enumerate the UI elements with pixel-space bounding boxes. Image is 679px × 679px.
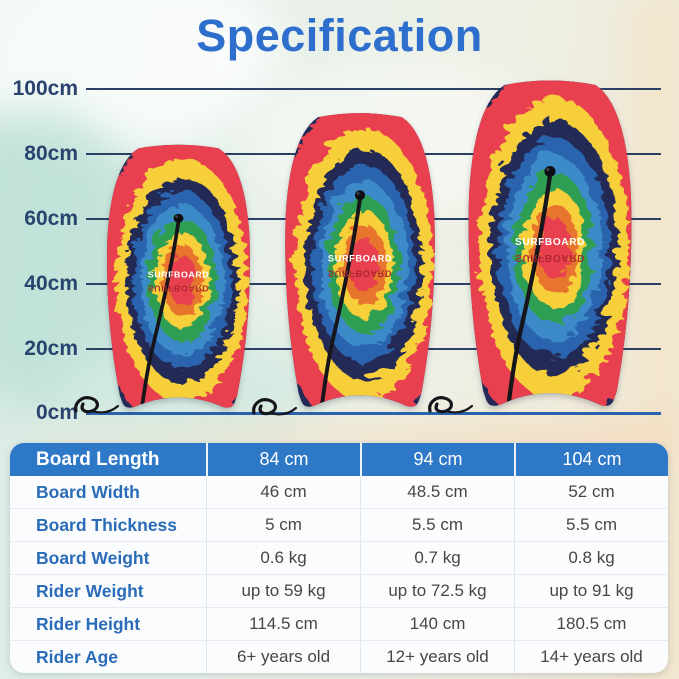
- board-104cm: SURFBOARD SURFBOARD: [468, 80, 632, 406]
- leash-wrist-cuff: [428, 396, 474, 414]
- table-header-row: Board Length 84 cm 94 cm 104 cm: [10, 443, 668, 476]
- leash-plug-highlight: [546, 167, 550, 172]
- ruler-label: 100cm: [12, 77, 78, 100]
- table-row: Board Weight 0.6 kg 0.7 kg 0.8 kg: [10, 541, 668, 574]
- row-label: Board Length: [36, 448, 160, 470]
- ruler-tick-line: [86, 88, 661, 90]
- cell-value: 5.5 cm: [360, 509, 514, 541]
- board-brand-mirror-text: SURFBOARD: [515, 252, 585, 263]
- board-brand-text: SURFBOARD: [328, 254, 392, 264]
- board-brand-text: SURFBOARD: [148, 270, 209, 279]
- cell-value: 114.5 cm: [206, 608, 360, 640]
- table-row: Board Width 46 cm 48.5 cm 52 cm: [10, 476, 668, 508]
- cell-value: 0.8 kg: [514, 542, 668, 574]
- page-title: Specification: [196, 10, 483, 61]
- leash-cord: [506, 173, 553, 406]
- cell-value: 48.5 cm: [360, 476, 514, 508]
- spec-table-body: Board Width 46 cm 48.5 cm 52 cm Board Thickn…: [10, 476, 668, 673]
- leash-wrist-cuff: [74, 396, 120, 414]
- ruler-tick-line: [86, 411, 661, 415]
- cell-value: 84 cm: [206, 443, 360, 476]
- leash-cord: [319, 196, 362, 407]
- cell-value: up to 72.5 kg: [360, 575, 514, 607]
- ruler-label: 60cm: [24, 207, 78, 230]
- cell-value: 46 cm: [206, 476, 360, 508]
- cell-value: 140 cm: [360, 608, 514, 640]
- table-row: Board Thickness 5 cm 5.5 cm 5.5 cm: [10, 508, 668, 541]
- row-label: Board Weight: [36, 547, 150, 568]
- leash-cord: [140, 219, 181, 408]
- cell-value: 6+ years old: [206, 641, 360, 673]
- cell-value: 5.5 cm: [514, 509, 668, 541]
- leash-plug: [173, 213, 184, 223]
- table-row: Rider Weight up to 59 kg up to 72.5 kg up t…: [10, 574, 668, 607]
- ruler-line-0cm: 0cm: [0, 398, 661, 428]
- cell-value: 0.7 kg: [360, 542, 514, 574]
- leash-plug: [544, 165, 556, 177]
- board-brand-mirror-text: SURFBOARD: [328, 269, 392, 279]
- leash-wrist-cuff: [252, 398, 298, 416]
- cell-value: 12+ years old: [360, 641, 514, 673]
- table-row: Rider Age 6+ years old 12+ years old 14+ ye…: [10, 640, 668, 673]
- board-94cm: SURFBOARD SURFBOARD: [285, 113, 435, 407]
- cell-value: 14+ years old: [514, 641, 668, 673]
- leash-plug: [354, 190, 366, 201]
- row-label: Board Thickness: [36, 514, 178, 535]
- tie-dye-pattern: [468, 80, 632, 406]
- cell-value: 0.6 kg: [206, 542, 360, 574]
- leash-plug-highlight: [356, 191, 360, 195]
- row-label: Rider Height: [36, 613, 141, 634]
- cell-value: 94 cm: [360, 443, 514, 476]
- ruler-label: 0cm: [35, 401, 78, 424]
- cell-value: up to 59 kg: [206, 575, 360, 607]
- row-label: Rider Age: [36, 646, 119, 667]
- leash-plug-highlight: [175, 215, 179, 218]
- ruler-label: 80cm: [24, 142, 78, 165]
- board-brand-text: SURFBOARD: [515, 237, 585, 248]
- row-label: Rider Weight: [36, 580, 144, 601]
- spec-table: Board Length 84 cm 94 cm 104 cm Board Wi…: [10, 443, 668, 673]
- cell-value: 180.5 cm: [514, 608, 668, 640]
- cell-value: 52 cm: [514, 476, 668, 508]
- board-brand-mirror-text: SURFBOARD: [148, 284, 209, 293]
- tie-dye-pattern: [285, 113, 435, 407]
- tie-dye-pattern: [107, 144, 250, 408]
- ruler-label: 20cm: [24, 337, 78, 360]
- cell-value: up to 91 kg: [514, 575, 668, 607]
- board-84cm: SURFBOARD SURFBOARD: [107, 144, 250, 408]
- ruler-line-100cm: 100cm: [0, 74, 661, 104]
- row-label: Board Width: [36, 481, 140, 502]
- cell-value: 104 cm: [514, 443, 668, 476]
- table-row: Rider Height 114.5 cm 140 cm 180.5 cm: [10, 607, 668, 640]
- ruler-label: 40cm: [24, 272, 78, 295]
- cell-value: 5 cm: [206, 509, 360, 541]
